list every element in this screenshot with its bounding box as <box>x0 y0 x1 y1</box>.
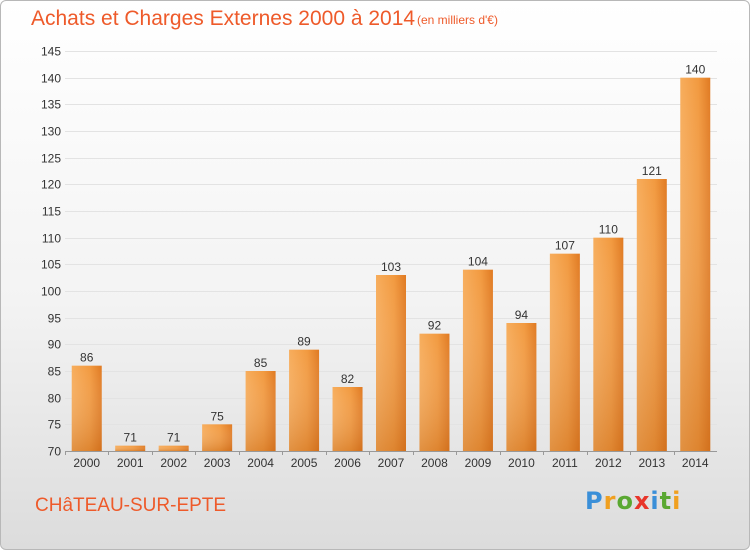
chart-title: Achats et Charges Externes 2000 à 2014 <box>31 7 416 30</box>
data-labels: 86 71 71 75 85 89 82 103 92 104 94 107 110 121 140 <box>80 63 706 445</box>
x-tick-label: 2009 <box>465 456 492 470</box>
x-tick-label: 2010 <box>508 456 535 470</box>
y-tick-label: 105 <box>41 258 61 272</box>
bar-shade <box>202 424 233 451</box>
data-label: 107 <box>555 239 575 253</box>
data-label: 110 <box>599 223 618 237</box>
x-tick-label: 2001 <box>117 456 144 470</box>
x-tick-label: 2002 <box>160 456 187 470</box>
y-tick-label: 85 <box>48 365 62 379</box>
bar-shade <box>680 77 711 452</box>
data-label: 103 <box>381 260 401 274</box>
x-tick-label: 2011 <box>552 456 578 470</box>
data-label: 89 <box>297 335 311 349</box>
y-tick-label: 100 <box>41 285 61 299</box>
x-tick-label: 2003 <box>204 456 231 470</box>
bar-shade <box>115 445 146 451</box>
data-label: 94 <box>515 308 529 322</box>
y-tick-label: 130 <box>41 125 61 139</box>
y-tick-label: 120 <box>41 178 61 192</box>
data-label: 71 <box>124 431 138 445</box>
bar-shade <box>419 333 450 451</box>
logo-letter: t <box>659 487 673 515</box>
y-tick-label: 140 <box>41 72 61 86</box>
bar-shade <box>245 371 276 451</box>
data-label: 104 <box>468 255 488 269</box>
logo-letter: i <box>672 487 682 515</box>
bar-shade <box>506 323 537 451</box>
data-label: 140 <box>685 63 705 77</box>
bar-shade <box>332 387 363 451</box>
x-axis-ticks: 2000 2001 2002 2003 2004 2005 2006 2007 2008 2009… <box>65 451 709 470</box>
proxiti-logo[interactable]: Proxiti <box>585 487 681 515</box>
x-tick-label: 2013 <box>638 456 665 470</box>
y-tick-label: 110 <box>42 232 61 246</box>
y-tick-label: 115 <box>42 205 61 219</box>
data-label: 82 <box>341 372 355 386</box>
y-tick-label: 135 <box>41 98 61 112</box>
bar-shade <box>376 275 406 451</box>
x-tick-label: 2004 <box>247 456 274 470</box>
bar-shade <box>636 179 667 451</box>
data-label: 86 <box>80 351 94 365</box>
x-tick-label: 2014 <box>682 456 709 470</box>
bar-shade <box>289 349 320 451</box>
y-tick-label: 125 <box>41 152 61 166</box>
bar-shade <box>593 237 624 451</box>
data-label: 92 <box>428 319 442 333</box>
y-tick-label: 75 <box>48 418 62 432</box>
y-tick-label: 70 <box>48 445 62 459</box>
data-label: 75 <box>210 409 224 423</box>
bar-shade <box>549 253 580 451</box>
data-label: 85 <box>254 356 268 370</box>
y-tick-label: 95 <box>48 312 62 326</box>
x-tick-label: 2000 <box>73 456 100 470</box>
y-tick-label: 80 <box>48 392 62 406</box>
data-label: 71 <box>167 431 181 445</box>
x-tick-label: 2007 <box>378 456 405 470</box>
y-tick-label: 145 <box>41 45 61 59</box>
data-label: 121 <box>642 164 662 178</box>
bar-shade <box>462 269 493 451</box>
logo-letter: i <box>650 487 660 515</box>
logo-letter: x <box>633 487 651 515</box>
x-tick-label: 2012 <box>595 456 622 470</box>
logo-letter: P <box>585 487 604 515</box>
bar-shade <box>158 445 189 451</box>
x-tick-label: 2006 <box>334 456 361 470</box>
y-tick-label: 90 <box>48 338 62 352</box>
x-tick-label: 2008 <box>421 456 448 470</box>
commune-name: CHâTEAU-SUR-EPTE <box>35 495 227 516</box>
x-tick-label: 2005 <box>291 456 318 470</box>
bars <box>71 77 711 452</box>
logo-letter: r <box>603 487 617 515</box>
bar-shade <box>71 365 102 451</box>
logo-letter: o <box>616 487 634 515</box>
y-axis-ticks: 70 75 80 85 90 95 100 105 110 115 120 125 130 135 140 1… <box>41 45 61 459</box>
chart-subtitle: (en milliers d'€) <box>417 13 498 27</box>
